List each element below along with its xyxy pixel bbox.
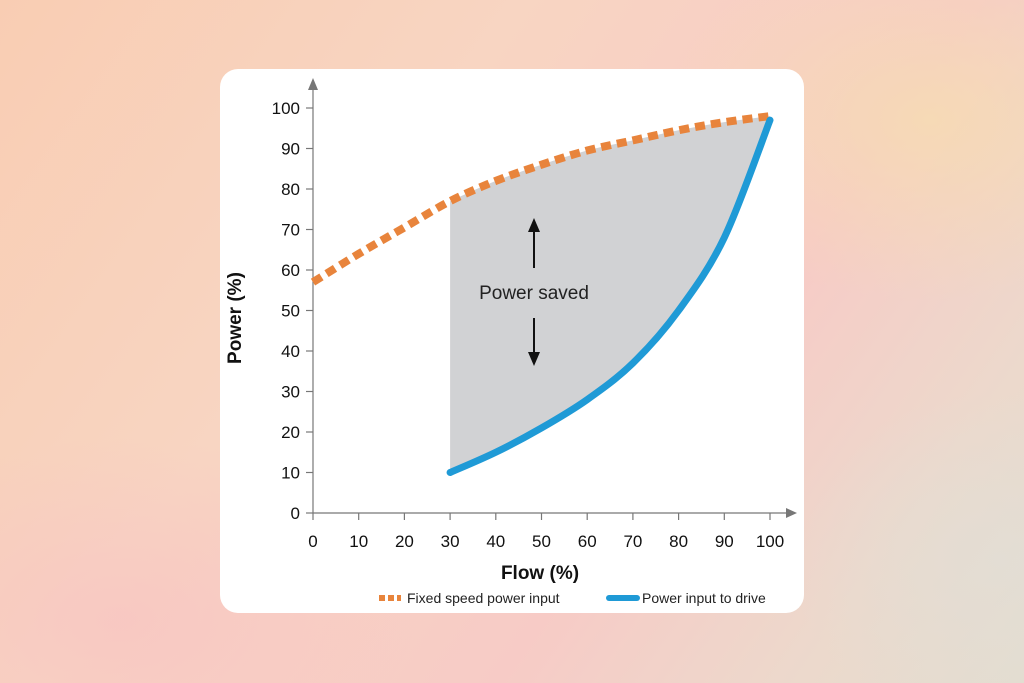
y-tick-label: 30 xyxy=(281,383,300,402)
x-tick-label: 80 xyxy=(669,532,688,551)
x-tick-label: 90 xyxy=(715,532,734,551)
legend: Fixed speed power input Power input to d… xyxy=(379,590,766,606)
x-tick-label: 10 xyxy=(349,532,368,551)
y-tick-label: 70 xyxy=(281,221,300,240)
y-tick-label: 80 xyxy=(281,180,300,199)
y-tick-label: 10 xyxy=(281,464,300,483)
y-axis-label: Power (%) xyxy=(225,272,246,364)
x-tick-label: 100 xyxy=(756,532,784,551)
y-tick-label: 0 xyxy=(291,504,300,523)
y-tick-label: 20 xyxy=(281,423,300,442)
power-saved-region xyxy=(450,116,770,473)
legend-label-drive: Power input to drive xyxy=(642,590,766,606)
y-tick-label: 100 xyxy=(272,99,300,118)
power-saved-annotation: Power saved xyxy=(479,283,589,304)
x-tick-label: 60 xyxy=(578,532,597,551)
down-arrow-icon xyxy=(528,352,540,366)
series-drive-line xyxy=(446,116,774,476)
y-tick-label: 90 xyxy=(281,140,300,159)
x-axis-label: Flow (%) xyxy=(501,563,579,584)
y-tick-label: 50 xyxy=(281,302,300,321)
series-fixed-speed-line xyxy=(310,112,771,286)
y-tick-label: 40 xyxy=(281,342,300,361)
x-tick-label: 40 xyxy=(486,532,505,551)
x-tick-label: 70 xyxy=(623,532,642,551)
x-axis-arrowhead xyxy=(786,508,797,518)
y-tick-label: 60 xyxy=(281,261,300,280)
y-axis-arrowhead xyxy=(308,78,318,90)
x-tick-label: 30 xyxy=(441,532,460,551)
legend-label-fixed-speed: Fixed speed power input xyxy=(407,590,560,606)
x-tick-label: 0 xyxy=(308,532,317,551)
up-arrow-icon xyxy=(528,218,540,232)
x-tick-label: 50 xyxy=(532,532,551,551)
x-tick-label: 20 xyxy=(395,532,414,551)
